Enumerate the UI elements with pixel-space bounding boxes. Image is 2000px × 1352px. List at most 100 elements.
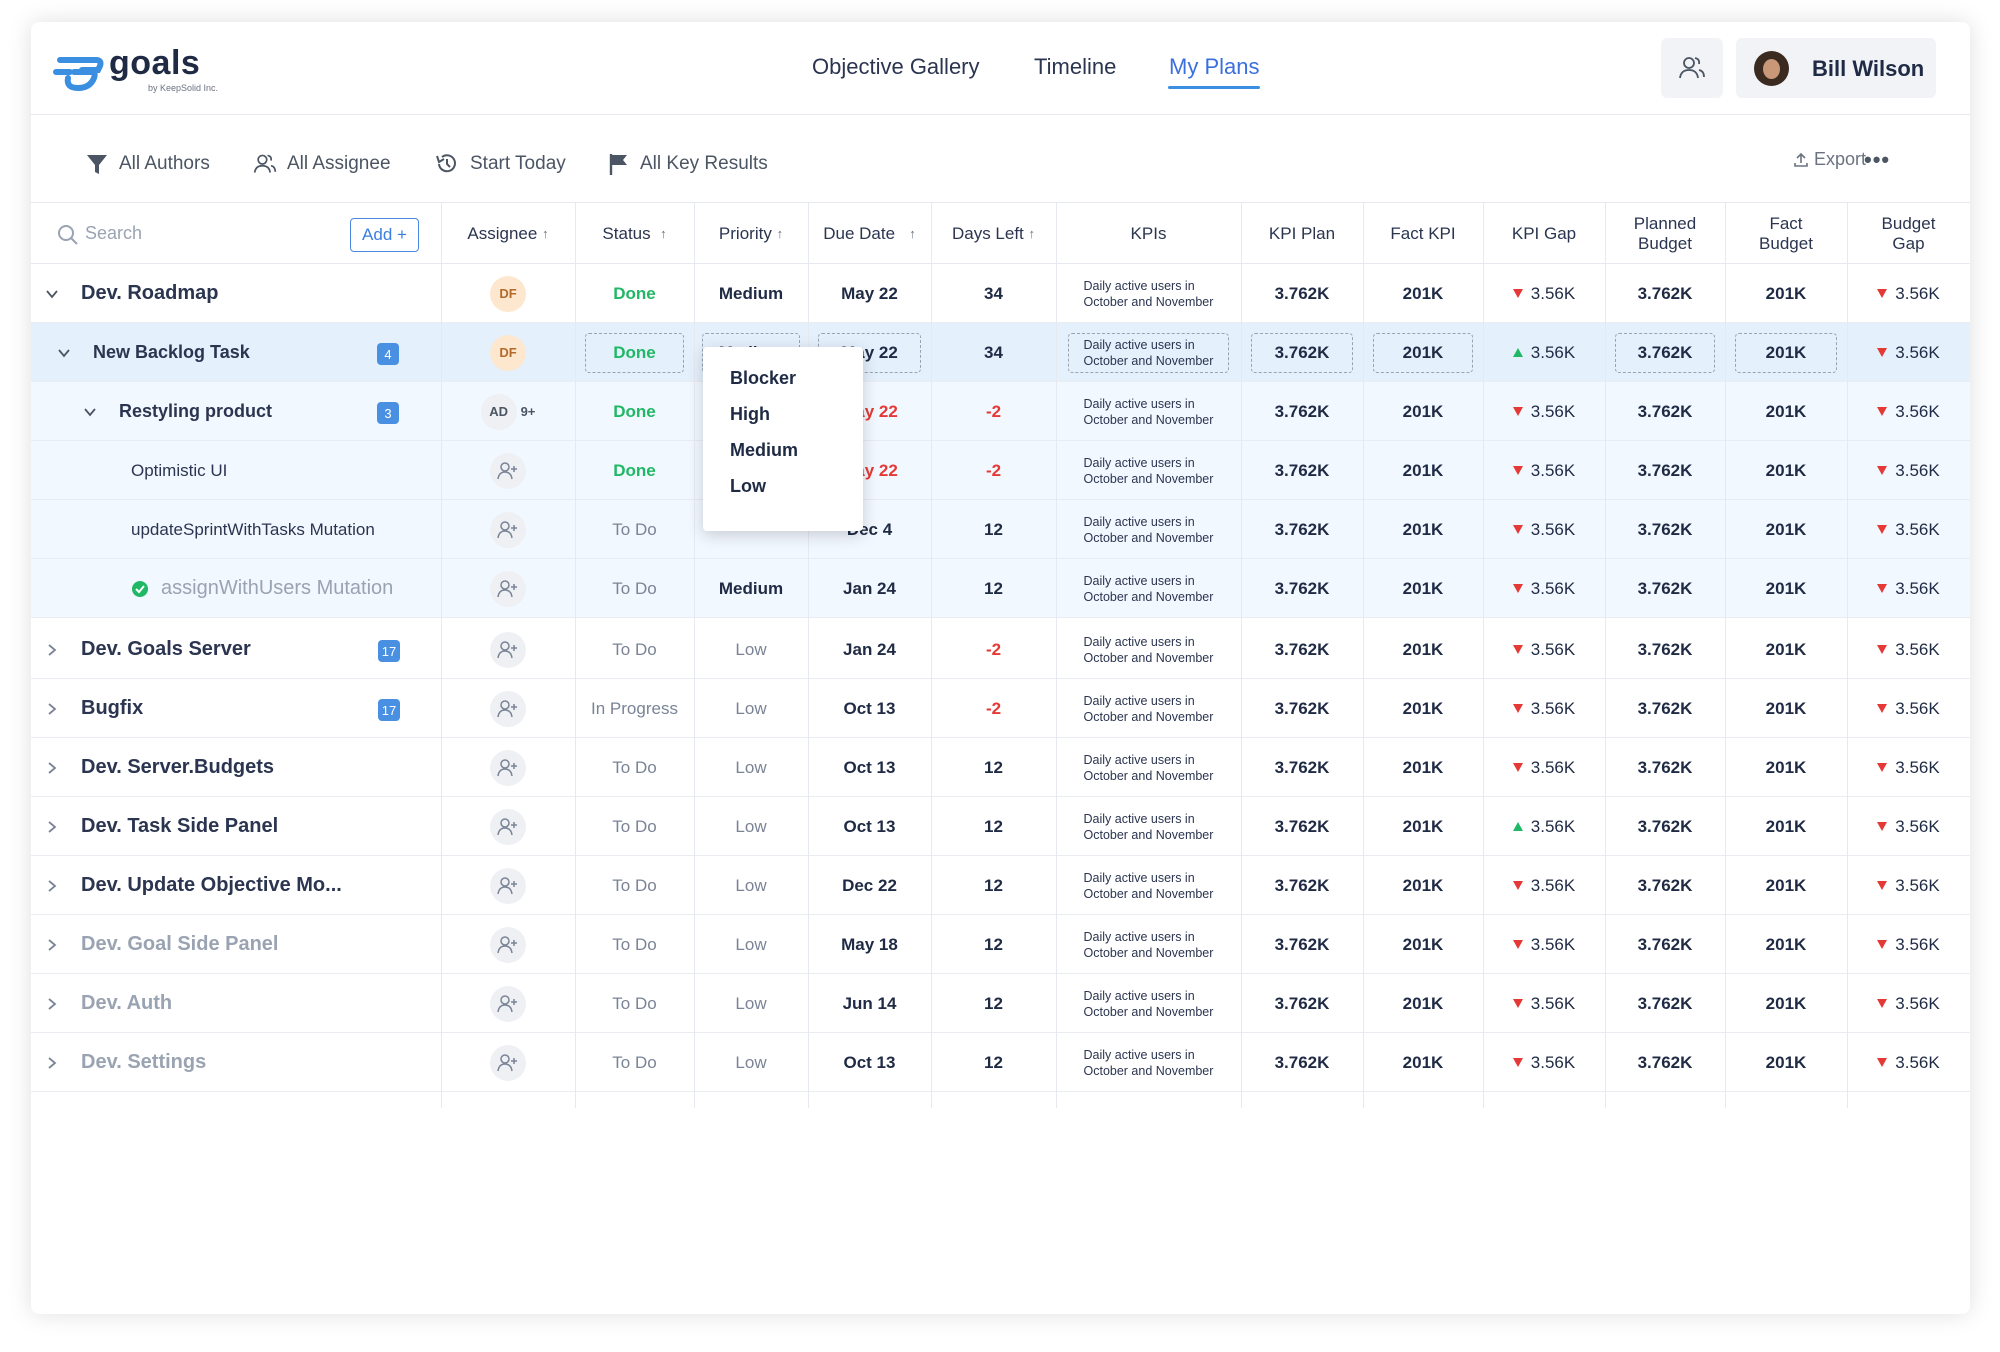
nav-my-plans[interactable]: My Plans [1169, 54, 1260, 79]
cell-status[interactable]: Done [575, 323, 694, 382]
cell-planned-budget[interactable]: 3.762K [1605, 797, 1725, 856]
cell-kpi-gap[interactable]: 3.56K [1483, 679, 1605, 738]
cell-fact-kpi[interactable]: 201K [1363, 797, 1483, 856]
cell-status[interactable]: To Do [575, 915, 694, 974]
cell-planned-budget[interactable]: 3.762K [1605, 382, 1725, 441]
cell-kpi[interactable]: Daily active users in October and Novemb… [1056, 738, 1241, 797]
priority-option-low[interactable]: Low [730, 476, 766, 496]
cell-days[interactable]: -2 [931, 441, 1056, 500]
table-row[interactable]: assignWithUsers Mutation To Do Medium Jan 2… [31, 559, 1970, 618]
cell-budget-gap[interactable]: 3.56K [1847, 797, 1970, 856]
people-button[interactable] [1661, 38, 1723, 98]
table-row[interactable]: Dev. Update Objective Mo... To Do Low Dec 2… [31, 856, 1970, 915]
chevron-down-icon[interactable] [45, 287, 59, 301]
cell-assignee[interactable] [441, 797, 575, 856]
cell-kpi[interactable]: Daily active users in October and Novemb… [1056, 1033, 1241, 1092]
cell-days[interactable]: 34 [931, 264, 1056, 323]
cell-fact-budget[interactable]: 201K [1725, 738, 1847, 797]
logo[interactable]: goals by KeepSolid Inc. [52, 44, 232, 98]
cell-assignee[interactable] [441, 679, 575, 738]
cell-fact-kpi[interactable]: 201K [1363, 679, 1483, 738]
cell-priority[interactable]: Low [694, 797, 808, 856]
cell-days[interactable]: 12 [931, 797, 1056, 856]
cell-priority[interactable]: Low [694, 1033, 808, 1092]
edit-field-outline[interactable] [1373, 333, 1473, 373]
cell-days[interactable]: -2 [931, 382, 1056, 441]
table-row[interactable]: Dev. Roadmap DF Done Medium May 22 34 Daily ac… [31, 264, 1970, 323]
priority-option-medium[interactable]: Medium [730, 440, 799, 460]
cell-status[interactable]: To Do [575, 1033, 694, 1092]
cell-planned-budget[interactable]: 3.762K [1605, 856, 1725, 915]
cell-planned-budget[interactable]: 3.762K [1605, 1033, 1725, 1092]
cell-assignee[interactable] [441, 500, 575, 559]
col-kpi-plan[interactable]: KPI Plan [1268, 223, 1336, 243]
table-row[interactable]: updateSprintWithTasks Mutation To Do Dec 4… [31, 500, 1970, 559]
cell-due[interactable]: Oct 13 [808, 797, 931, 856]
cell-planned-budget[interactable]: 3.762K [1605, 441, 1725, 500]
cell-status[interactable]: To Do [575, 856, 694, 915]
row-name[interactable]: Dev. Goals Server [81, 638, 251, 660]
cell-days[interactable]: 12 [931, 974, 1056, 1033]
cell-budget-gap[interactable]: 3.56K [1847, 915, 1970, 974]
cell-assignee[interactable] [441, 856, 575, 915]
table-row[interactable]: Optimistic UI Done May 22 -2 Daily active us… [31, 441, 1970, 500]
nav-objective-gallery[interactable]: Objective Gallery [812, 54, 980, 79]
row-name[interactable]: Dev. Server.Budgets [81, 756, 275, 778]
cell-kpi-plan[interactable]: 3.762K [1241, 323, 1363, 382]
cell-status[interactable]: To Do [575, 738, 694, 797]
cell-fact-budget[interactable]: 201K [1725, 441, 1847, 500]
col-kpis[interactable]: KPIs [1130, 223, 1167, 243]
cell-fact-kpi[interactable]: 201K [1363, 441, 1483, 500]
col-days-left[interactable]: Days Left ↑ [931, 203, 1056, 264]
edit-field-outline[interactable] [1068, 333, 1229, 373]
cell-kpi-gap[interactable]: 3.56K [1483, 856, 1605, 915]
cell-fact-budget[interactable]: 201K [1725, 323, 1847, 382]
col-status[interactable]: Status ↑ [575, 203, 694, 264]
cell-kpi[interactable]: Daily active users in October and Novemb… [1056, 679, 1241, 738]
col-priority[interactable]: Priority ↑ [694, 203, 808, 264]
cell-fact-budget[interactable]: 201K [1725, 559, 1847, 618]
row-name[interactable]: Optimistic UI [131, 460, 228, 480]
cell-days[interactable]: 12 [931, 738, 1056, 797]
cell-budget-gap[interactable]: 3.56K [1847, 500, 1970, 559]
edit-field-outline[interactable] [585, 333, 684, 373]
table-row[interactable]: New Backlog Task4DFDoneMediumMay 2234Dai… [31, 323, 1970, 382]
cell-status[interactable]: To Do [575, 500, 694, 559]
cell-status[interactable]: Done [575, 264, 694, 323]
cell-fact-budget[interactable]: 201K [1725, 856, 1847, 915]
row-name[interactable]: Dev. Update Objective Mo... [81, 874, 342, 896]
col-fact-kpi[interactable]: Fact KPI [1390, 223, 1456, 243]
filter-all-authors[interactable]: All Authors [85, 151, 210, 177]
cell-kpi-plan[interactable]: 3.762K [1241, 500, 1363, 559]
cell-assignee[interactable] [441, 620, 575, 679]
export-button[interactable]: Export [1793, 149, 1866, 170]
cell-due[interactable]: Oct 13 [808, 679, 931, 738]
cell-days[interactable]: 12 [931, 856, 1056, 915]
cell-assignee[interactable] [441, 559, 575, 618]
cell-kpi-plan[interactable]: 3.762K [1241, 738, 1363, 797]
cell-kpi-gap[interactable]: 3.56K [1483, 382, 1605, 441]
cell-priority[interactable]: Low [694, 679, 808, 738]
cell-fact-budget[interactable]: 201K [1725, 620, 1847, 679]
cell-kpi-gap[interactable]: 3.56K [1483, 797, 1605, 856]
add-button[interactable]: Add + [350, 218, 419, 252]
cell-assignee[interactable] [441, 441, 575, 500]
cell-priority[interactable]: Low [694, 974, 808, 1033]
cell-kpi[interactable]: Daily active users in October and Novemb… [1056, 500, 1241, 559]
chevron-right-icon[interactable] [45, 761, 59, 775]
chevron-right-icon[interactable] [45, 879, 59, 893]
cell-planned-budget[interactable]: 3.762K [1605, 974, 1725, 1033]
cell-kpi[interactable]: Daily active users in October and Novemb… [1056, 323, 1241, 382]
cell-priority[interactable]: Medium [694, 264, 808, 323]
cell-budget-gap[interactable]: 3.56K [1847, 382, 1970, 441]
cell-fact-budget[interactable]: 201K [1725, 679, 1847, 738]
cell-fact-kpi[interactable]: 201K [1363, 323, 1483, 382]
cell-status[interactable]: To Do [575, 559, 694, 618]
table-row[interactable]: Dev. Goal Side Panel To Do Low May 18 12 Dail… [31, 915, 1970, 974]
cell-kpi-plan[interactable]: 3.762K [1241, 620, 1363, 679]
row-name[interactable]: assignWithUsers Mutation [161, 577, 394, 599]
cell-days[interactable]: 12 [931, 1033, 1056, 1092]
cell-due[interactable]: May 22 [808, 264, 931, 323]
cell-status[interactable]: Done [575, 441, 694, 500]
cell-kpi-plan[interactable]: 3.762K [1241, 559, 1363, 618]
